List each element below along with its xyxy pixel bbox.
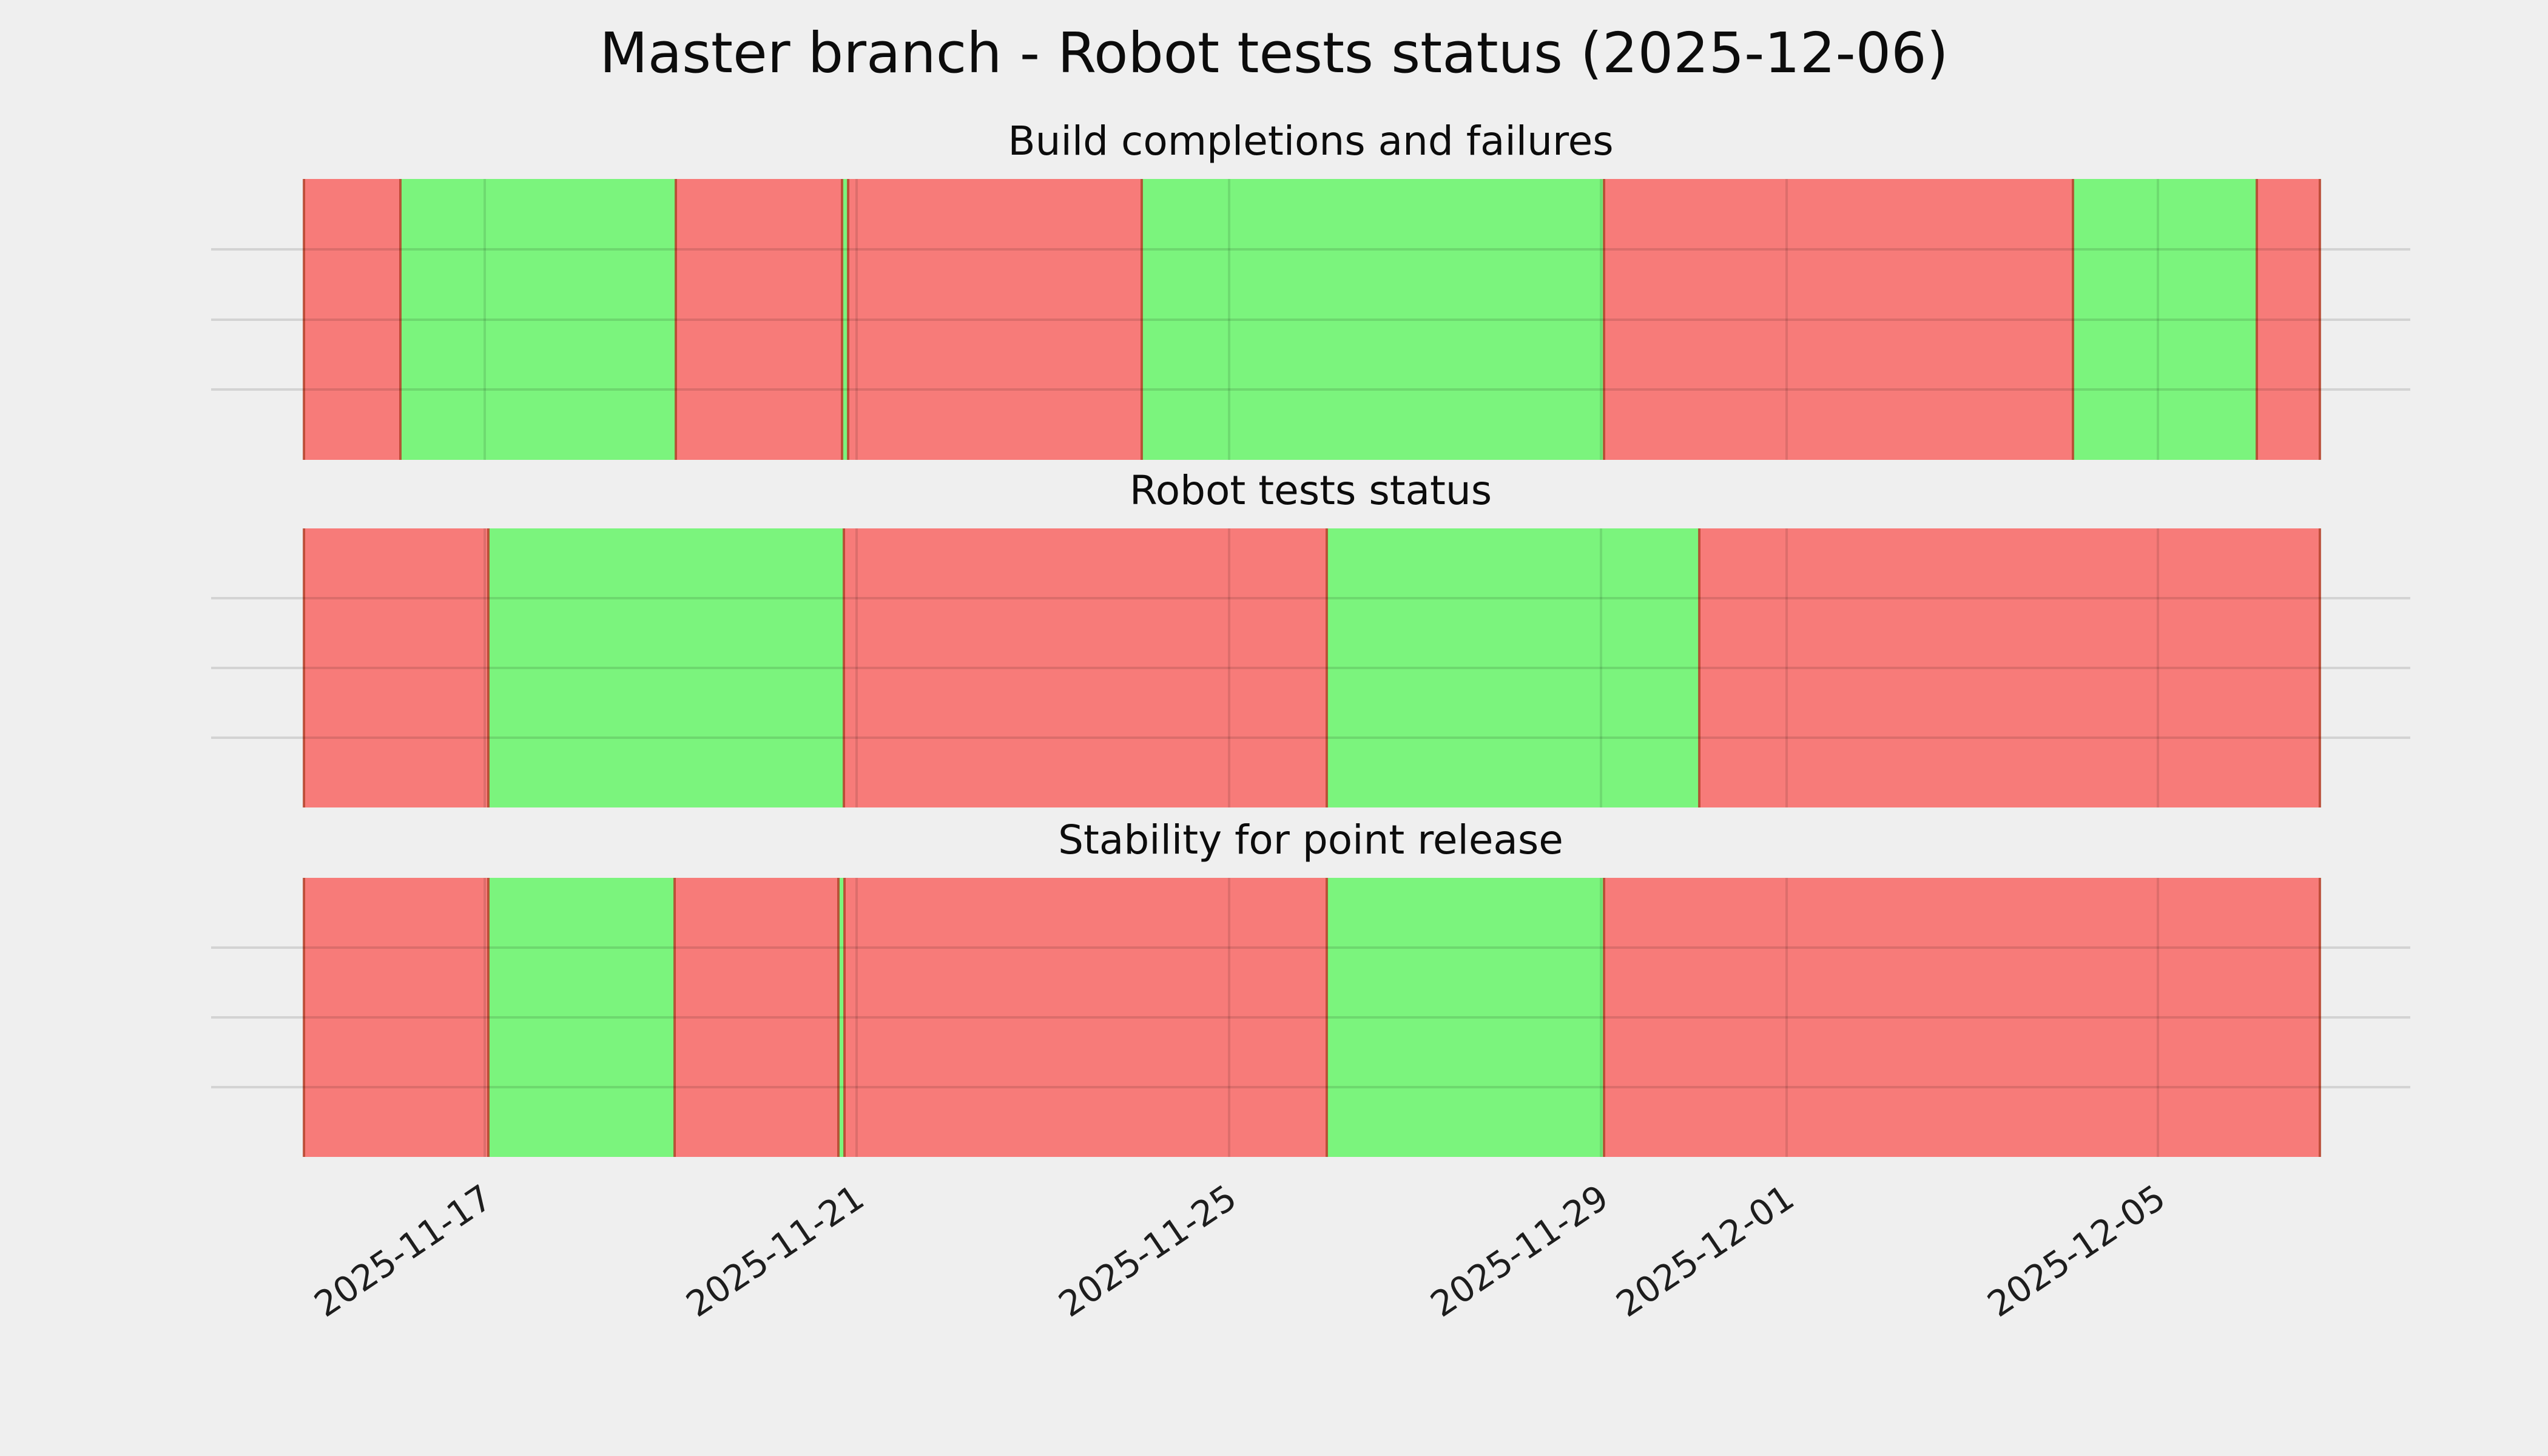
x-gridline — [1227, 179, 1230, 460]
status-segment-fail — [675, 878, 838, 1157]
status-segment-pass — [2072, 179, 2257, 460]
segment-edge — [840, 179, 843, 460]
status-segment-pass — [1142, 179, 1604, 460]
x-gridline — [1785, 528, 1788, 807]
status-bar-area: 2025-11-17 2025-11-21 2025-11-25 2025-11-29… — [303, 878, 2321, 1325]
status-segment-pass — [1326, 528, 1699, 807]
status-bar-area — [303, 528, 2321, 807]
segment-edge — [1697, 528, 1700, 807]
figure-title: Master branch - Robot tests status (2025… — [599, 21, 1949, 86]
x-gridline — [2156, 878, 2159, 1157]
x-tick-label: 2025-11-17 — [306, 1176, 500, 1326]
status-segment-pass — [1326, 878, 1604, 1157]
status-segment-fail — [2256, 179, 2320, 460]
segment-edge — [842, 528, 845, 807]
y-gridline — [211, 597, 2410, 599]
x-gridline — [1785, 179, 1788, 460]
x-gridline — [2156, 179, 2159, 460]
y-gridline — [211, 388, 2410, 391]
status-segment-fail — [304, 179, 400, 460]
status-segment-fail — [304, 528, 489, 807]
segment-edge — [2319, 878, 2321, 1157]
subplot-build-completions — [211, 179, 2410, 460]
segment-edge — [2071, 179, 2074, 460]
x-gridline — [1600, 179, 1603, 460]
status-segment-pass — [838, 878, 844, 1157]
status-segment-fail — [1604, 179, 2073, 460]
segment-edge — [303, 528, 305, 807]
status-segment-pass — [488, 528, 844, 807]
x-tick-label: 2025-11-21 — [679, 1176, 872, 1326]
status-segment-pass — [400, 179, 676, 460]
x-gridline — [1785, 878, 1788, 1157]
segment-edge — [487, 528, 490, 807]
segment-edge — [675, 179, 678, 460]
x-tick-label: 2025-11-25 — [1051, 1176, 1244, 1326]
subplot-title-robot-tests: Robot tests status — [1129, 467, 1492, 514]
subplot-title-build-completions: Build completions and failures — [1008, 118, 1614, 164]
status-segment-fail — [1604, 878, 2320, 1157]
segment-edge — [1325, 878, 1328, 1157]
x-gridline — [484, 878, 487, 1157]
y-gridline — [211, 667, 2410, 669]
segment-edge — [1603, 878, 1605, 1157]
y-gridline — [211, 248, 2410, 251]
segment-edge — [1141, 179, 1144, 460]
segment-edge — [303, 179, 305, 460]
y-gridline — [211, 946, 2410, 949]
segment-edge — [837, 878, 840, 1157]
x-gridline — [484, 179, 487, 460]
x-gridline — [855, 878, 858, 1157]
segment-edge — [673, 878, 676, 1157]
segment-edge — [843, 878, 846, 1157]
y-gridline — [211, 736, 2410, 739]
segment-edge — [2319, 528, 2321, 807]
x-gridline — [855, 528, 858, 807]
segment-edge — [487, 878, 490, 1157]
subplot-title-stability: Stability for point release — [1058, 817, 1563, 863]
status-segment-fail — [843, 528, 1327, 807]
status-segment-fail — [844, 878, 1327, 1157]
segment-edge — [2255, 179, 2258, 460]
x-gridline — [1227, 528, 1230, 807]
y-gridline — [211, 318, 2410, 321]
status-bar-area — [303, 179, 2321, 460]
status-segment-pass — [841, 179, 848, 460]
x-gridline — [1600, 528, 1603, 807]
segment-edge — [399, 179, 402, 460]
x-tick-label: 2025-11-29 — [1423, 1176, 1616, 1326]
x-tick-label: 2025-12-01 — [1608, 1176, 1802, 1326]
x-gridline — [1600, 878, 1603, 1157]
subplot-robot-tests — [211, 528, 2410, 807]
x-gridline — [2156, 528, 2159, 807]
status-segment-fail — [848, 179, 1142, 460]
status-segment-pass — [488, 878, 675, 1157]
status-segment-fail — [304, 878, 489, 1157]
x-tick-label: 2025-12-05 — [1980, 1176, 2173, 1326]
x-gridline — [1227, 878, 1230, 1157]
status-segment-fail — [1699, 528, 2320, 807]
x-gridline — [855, 179, 858, 460]
segment-edge — [303, 878, 305, 1157]
subplot-stability: 2025-11-17 2025-11-21 2025-11-25 2025-11-29… — [211, 878, 2410, 1325]
y-gridline — [211, 1016, 2410, 1019]
segment-edge — [1603, 179, 1605, 460]
x-gridline — [484, 528, 487, 807]
segment-edge — [2319, 179, 2321, 460]
segment-edge — [846, 179, 849, 460]
segment-edge — [1325, 528, 1328, 807]
status-segment-fail — [676, 179, 842, 460]
y-gridline — [211, 1086, 2410, 1088]
